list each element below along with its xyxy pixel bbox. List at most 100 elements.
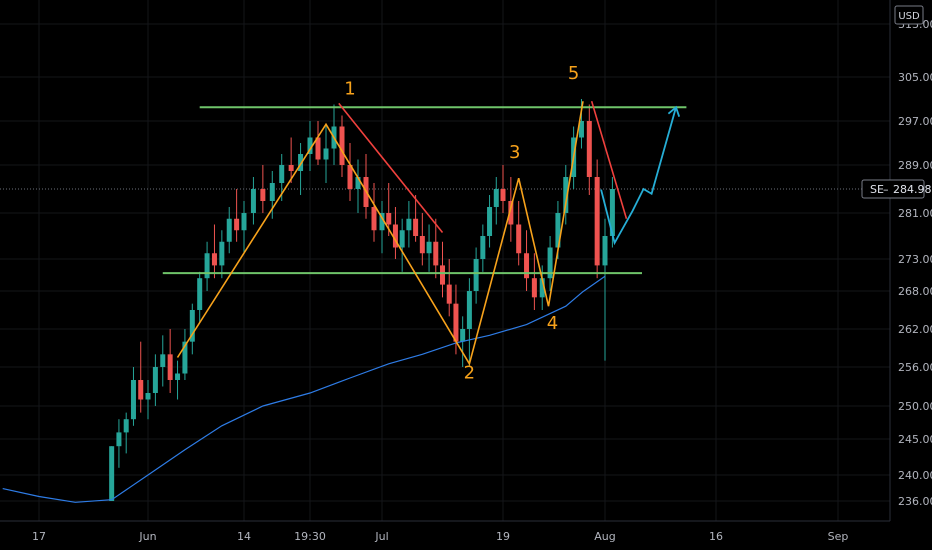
candle-body xyxy=(594,177,600,266)
candle-body xyxy=(586,121,592,177)
candle-body xyxy=(160,354,166,367)
candle-body xyxy=(219,241,225,266)
last-price-tag xyxy=(861,179,925,199)
candle-body xyxy=(323,148,329,160)
wave-label: 5 xyxy=(568,63,579,84)
downtrend-line[interactable] xyxy=(338,102,444,234)
candle-body xyxy=(609,189,615,236)
candle-body xyxy=(298,154,304,171)
candle-body xyxy=(433,241,439,266)
candle-body xyxy=(307,137,313,154)
wave-labels: 1 2 3 4 5 xyxy=(344,63,579,384)
wave-path[interactable] xyxy=(176,101,584,366)
candle-body xyxy=(279,165,285,183)
candle-body xyxy=(167,354,173,380)
candle-body xyxy=(189,310,195,342)
candle-body xyxy=(152,367,158,393)
y-tick-label: 289.00 xyxy=(898,159,932,172)
candle-body xyxy=(493,189,499,207)
candle-body xyxy=(234,218,240,231)
candle-body xyxy=(211,253,217,266)
candle-body xyxy=(406,218,412,231)
candle-body xyxy=(175,373,181,380)
candle-body xyxy=(524,253,530,279)
candle-body xyxy=(440,265,445,285)
y-tick-label: 256.00 xyxy=(898,361,932,374)
x-tick-label: 19:30 xyxy=(294,530,326,543)
candle-body xyxy=(197,278,203,310)
last-price-dash: – xyxy=(883,183,889,196)
y-tick-label: 236.00 xyxy=(898,495,932,508)
y-tick-label: 273.00 xyxy=(898,253,932,266)
x-tick-label: Jun xyxy=(138,530,156,543)
pattern-lines xyxy=(162,100,687,366)
candle-body xyxy=(500,189,506,201)
candle-body xyxy=(109,446,115,501)
candle-body xyxy=(123,419,129,433)
candle-body xyxy=(413,218,419,236)
time-axis[interactable]: 17 Jun 14 19:30 Jul 19 Aug 16 Sep xyxy=(0,520,890,543)
candle-body xyxy=(602,236,608,266)
candle-body xyxy=(547,247,553,279)
candle-body xyxy=(145,393,151,400)
candle-body xyxy=(347,165,353,189)
candle-body xyxy=(226,218,232,242)
candle-body xyxy=(386,213,392,225)
candlestick-series xyxy=(109,99,615,501)
y-tick-label: 305.00 xyxy=(898,71,932,84)
x-tick-label: Jul xyxy=(374,530,388,543)
last-price-symbol: SE xyxy=(870,183,884,196)
x-tick-label: Sep xyxy=(828,530,849,543)
y-tick-label: 281.00 xyxy=(898,207,932,220)
candle-body xyxy=(563,177,569,213)
grid xyxy=(0,0,890,521)
wave-label: 4 xyxy=(547,313,558,334)
candle-body xyxy=(250,189,256,213)
candle-body xyxy=(355,177,361,189)
candle-body xyxy=(480,236,486,259)
candle-body xyxy=(539,278,545,298)
candle-body xyxy=(269,183,275,201)
projection-arrowhead xyxy=(667,105,681,117)
candle-body xyxy=(466,291,472,329)
candle-body xyxy=(371,207,377,231)
candle-body xyxy=(315,137,321,160)
projection-path[interactable] xyxy=(600,107,677,246)
candle-body xyxy=(487,207,493,236)
candle-body xyxy=(578,121,584,138)
candle-body xyxy=(116,432,122,447)
currency-badge[interactable] xyxy=(894,5,924,25)
downtrend-line[interactable] xyxy=(590,100,628,219)
x-tick-label: 17 xyxy=(32,530,46,543)
candle-body xyxy=(460,329,466,342)
candle-body xyxy=(399,230,405,248)
y-tick-label: 262.00 xyxy=(898,323,932,336)
candle-body xyxy=(182,341,188,374)
price-axis[interactable]: 236.00 240.00 245.00 250.00 256.00 262.00 268.… xyxy=(861,0,932,521)
last-price-value: 284.98 xyxy=(893,183,932,196)
x-tick-label: 19 xyxy=(496,530,510,543)
candle-body xyxy=(392,224,398,248)
downtrend-lines xyxy=(338,100,628,234)
candle-body xyxy=(288,165,294,171)
y-tick-label: 268.00 xyxy=(898,285,932,298)
candle-body xyxy=(419,236,425,254)
candle-body xyxy=(204,253,210,279)
candle-body xyxy=(339,126,345,165)
candle-body xyxy=(508,201,514,225)
candle-body xyxy=(260,189,266,201)
candle-body xyxy=(555,213,561,248)
x-tick-label: 14 xyxy=(237,530,251,543)
candle-body xyxy=(453,303,459,342)
candle-body xyxy=(516,224,522,254)
wave-label: 3 xyxy=(509,142,520,163)
candle-body xyxy=(446,284,452,304)
y-tick-label: 250.00 xyxy=(898,400,932,413)
y-tick-label: 240.00 xyxy=(898,469,932,482)
candle-body xyxy=(379,213,385,231)
candle-body xyxy=(426,241,432,254)
wave-label: 2 xyxy=(464,363,475,384)
y-tick-label: 297.00 xyxy=(898,115,932,128)
candle-body xyxy=(130,380,136,420)
